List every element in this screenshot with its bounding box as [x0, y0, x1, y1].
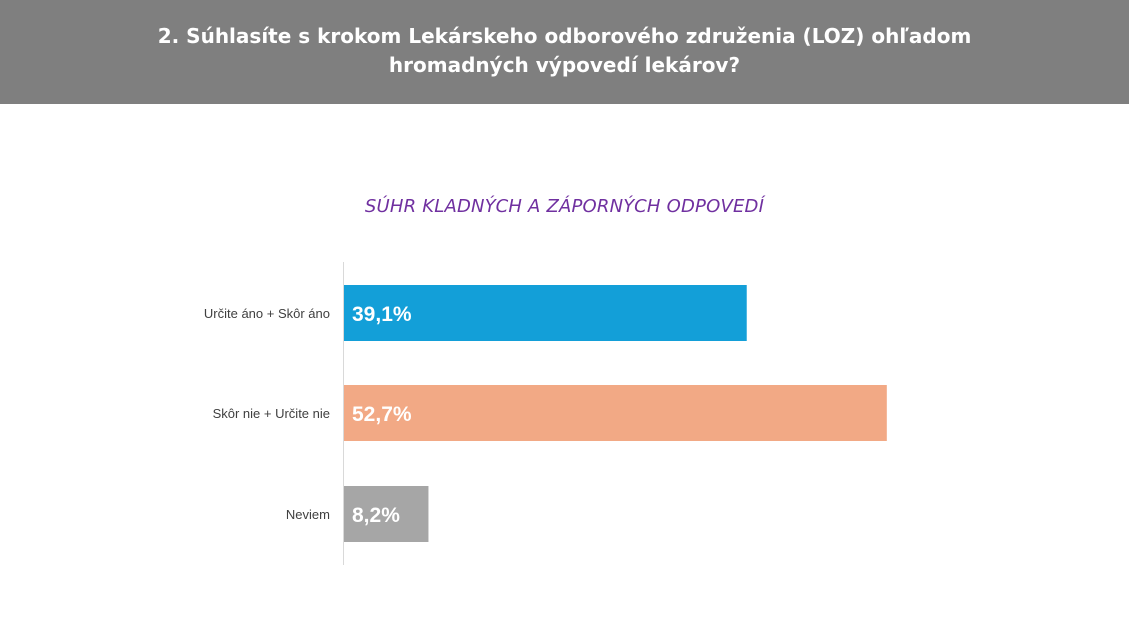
bar-2 — [344, 385, 887, 441]
category-label-2: Skôr nie + Určite nie — [213, 406, 330, 421]
bar-3 — [344, 486, 429, 542]
category-label-1: Určite áno + Skôr áno — [204, 306, 330, 321]
chart-title: SÚHR KLADNÝCH A ZÁPORNÝCH ODPOVEDÍ — [364, 196, 765, 217]
category-label-3: Neviem — [286, 507, 330, 522]
value-label-1: 39,1% — [352, 303, 412, 326]
header-bar: 2. Súhlasíte s krokom Lekárskeho odborov… — [0, 0, 1129, 104]
value-label-3: 8,2% — [352, 504, 400, 527]
bars-group: Určite áno + Skôr áno 39,1% Skôr nie + Urč… — [204, 285, 887, 542]
value-label-2: 52,7% — [352, 403, 412, 426]
bar-1 — [344, 285, 747, 341]
question-title: 2. Súhlasíte s krokom Lekárskeho odborov… — [157, 24, 972, 77]
